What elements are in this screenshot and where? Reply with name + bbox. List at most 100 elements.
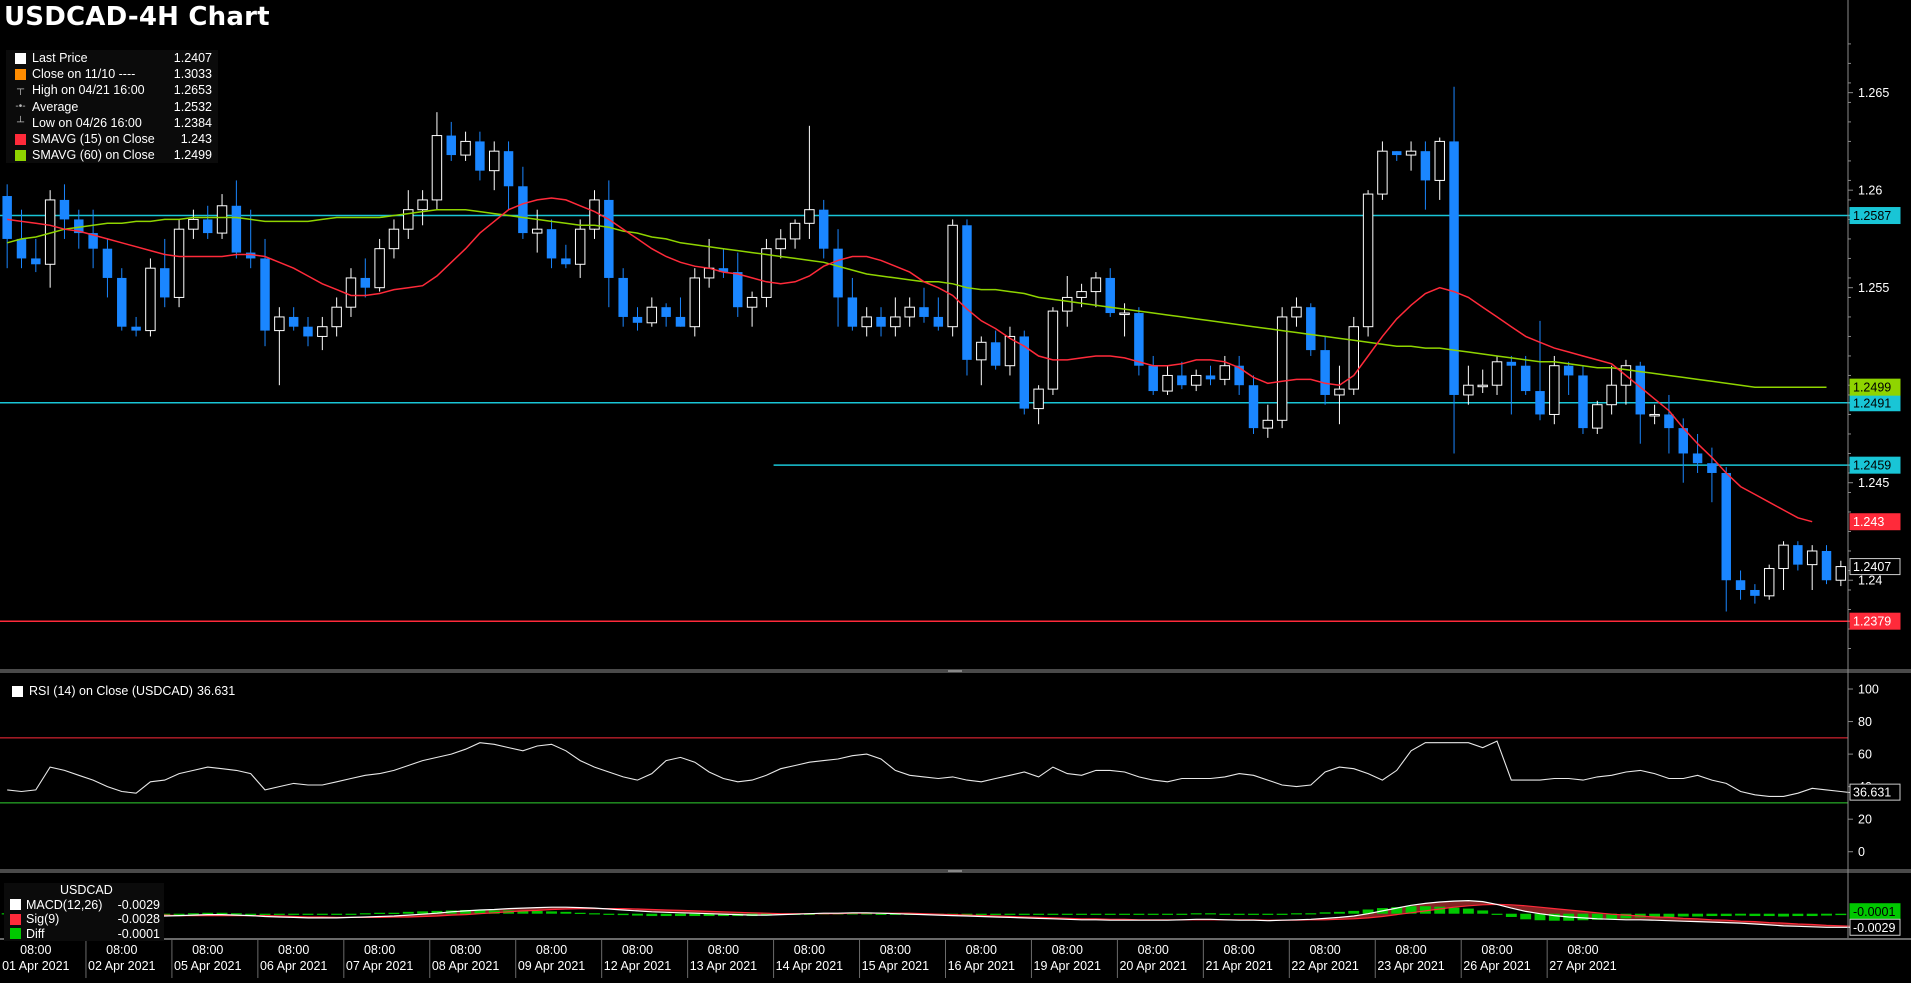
level-price-tag: 1.2491: [1853, 396, 1891, 410]
legend-label: SMAVG (60) on Close: [32, 148, 155, 163]
candle: [1276, 307, 1288, 429]
candle: [1405, 141, 1417, 171]
macd-histogram-bar: [1219, 913, 1231, 915]
candle: [1348, 316, 1359, 395]
candle: [1434, 137, 1445, 200]
macd-histogram-bar: [803, 913, 815, 915]
macd-histogram-bar: [961, 913, 973, 915]
candle: [1635, 361, 1646, 444]
legend-item-close[interactable]: Close on 11/10 ---- 1.3033: [6, 66, 218, 82]
candle-body: [1162, 374, 1173, 392]
macd-histogram-bar: [1462, 908, 1474, 914]
legend-value: 1.2532: [173, 99, 212, 114]
candle: [1707, 447, 1717, 503]
candle-body: [904, 306, 915, 318]
candle-body: [818, 209, 829, 249]
rsi-layer: [0, 737, 1899, 804]
candle: [804, 125, 815, 239]
candle-body: [1721, 472, 1731, 581]
candle-body: [1563, 365, 1574, 376]
candle-body: [1262, 419, 1274, 429]
price-tag: 1.2407: [1853, 560, 1891, 574]
macd-histogram-bar: [646, 913, 658, 917]
legend-item-last-price[interactable]: Last Price 1.2407: [6, 50, 218, 66]
low-marker-icon: ┴: [16, 116, 25, 128]
macd-histogram-bar: [1319, 912, 1331, 914]
candles-layer: [2, 86, 1847, 612]
candle-body: [331, 306, 342, 328]
legend-item-average[interactable]: -•- Average 1.2532: [6, 99, 218, 115]
macd-swatch-white-icon: [10, 899, 21, 911]
macd-histogram-bar: [1806, 913, 1818, 917]
macd-histogram-bar: [302, 913, 314, 915]
macd-histogram-bar: [861, 913, 873, 915]
macd-zero-tag: -0.0001: [1853, 905, 1895, 919]
candle: [546, 219, 557, 269]
macd-histogram-bar: [173, 913, 185, 915]
x-axis-date-label: 15 Apr 2021: [862, 959, 929, 973]
candle-body: [531, 228, 543, 234]
macd-histogram-bar: [846, 913, 858, 915]
legend-item-high[interactable]: ┬ High on 04/21 16:00 1.2653: [6, 82, 218, 98]
candle: [833, 229, 843, 327]
macd-histogram-bar: [345, 913, 357, 915]
candle: [847, 277, 858, 331]
candle-body: [1348, 326, 1359, 390]
candle-body: [1148, 365, 1158, 392]
candle-body: [1578, 375, 1588, 429]
candle-body: [274, 316, 285, 332]
candle-body: [160, 268, 170, 298]
legend-item-macd[interactable]: MACD(12,26) -0.0029: [4, 898, 164, 913]
rsi-legend[interactable]: RSI (14) on Close (USDCAD) 36.631: [6, 684, 235, 698]
macd-histogram-bar: [1262, 913, 1274, 915]
macd-histogram-bar: [1505, 913, 1517, 917]
legend-item-sma15[interactable]: SMAVG (15) on Close 1.243: [6, 131, 218, 147]
candle: [1134, 307, 1144, 376]
macd-histogram-bar: [1205, 913, 1216, 915]
legend-item-diff[interactable]: Diff -0.0001: [4, 927, 164, 942]
candle: [188, 209, 199, 239]
candle: [1291, 297, 1302, 327]
macd-histogram-bar: [1305, 913, 1317, 915]
candle-body: [861, 316, 872, 328]
macd-histogram-bar: [316, 913, 328, 915]
candle-body: [1320, 350, 1330, 395]
macd-histogram-bar: [1104, 913, 1116, 915]
candle-body: [1649, 413, 1660, 417]
x-axis-date-label: 19 Apr 2021: [1034, 959, 1101, 973]
candle: [604, 180, 614, 308]
candle: [1105, 268, 1115, 317]
x-axis-date-label: 23 Apr 2021: [1377, 959, 1444, 973]
macd-histogram-bar: [1162, 913, 1173, 915]
x-axis-date-label: 13 Apr 2021: [690, 959, 757, 973]
x-axis-time-label: 08:00: [192, 943, 223, 957]
candle: [173, 219, 185, 308]
candle-body: [202, 219, 213, 234]
candle-body: [503, 151, 514, 187]
candle-body: [1806, 550, 1818, 566]
candle: [962, 219, 972, 376]
candle: [446, 121, 456, 161]
candle: [861, 307, 872, 337]
price-legend: Last Price 1.2407 Close on 11/10 ---- 1.…: [6, 50, 218, 164]
candle-body: [1190, 374, 1202, 386]
macd-histogram-bar: [703, 913, 715, 917]
candle: [818, 199, 829, 259]
macd-histogram-bar: [230, 913, 242, 915]
macd-histogram-bar: [1577, 913, 1589, 921]
candle-body: [1219, 365, 1231, 380]
legend-item-low[interactable]: ┴ Low on 04/26 16:00 1.2384: [6, 115, 218, 131]
legend-item-sma60[interactable]: SMAVG (60) on Close 1.2499: [6, 147, 218, 163]
candle-body: [1276, 316, 1288, 421]
legend-label: Last Price: [32, 51, 88, 65]
x-axis-date-label: 16 Apr 2021: [948, 959, 1015, 973]
rsi-value-tag: 36.631: [1853, 786, 1891, 800]
x-axis-time-label: 08:00: [106, 943, 137, 957]
candle: [1563, 361, 1574, 395]
candle: [518, 166, 528, 239]
grid-layer: [0, 669, 1911, 940]
candle: [789, 219, 801, 249]
price-axis-tick-label: 1.265: [1858, 86, 1889, 100]
legend-item-signal[interactable]: Sig(9) -0.0028: [4, 912, 164, 927]
